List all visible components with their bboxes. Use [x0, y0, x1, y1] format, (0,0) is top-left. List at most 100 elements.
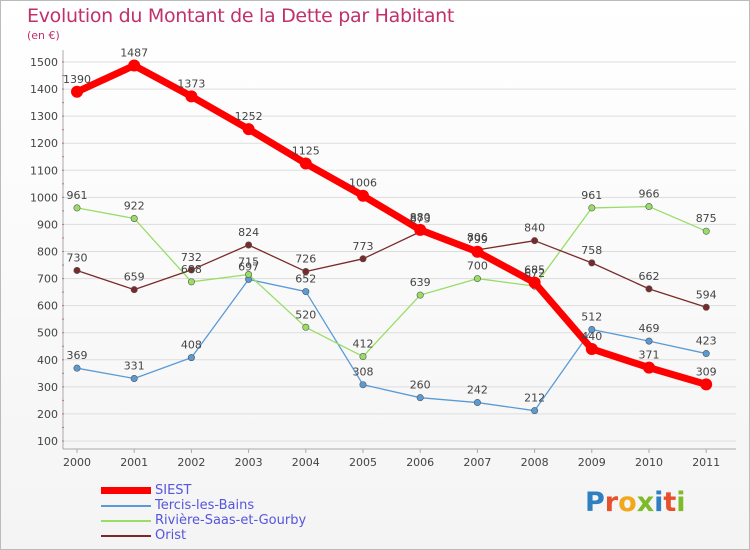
data-label: 697 [238, 260, 259, 273]
x-tick-label: 2003 [235, 456, 263, 469]
x-tick-label: 2010 [635, 456, 663, 469]
data-point [130, 286, 138, 294]
data-label: 1390 [63, 73, 91, 86]
x-tick-label: 2011 [692, 456, 720, 469]
data-label: 371 [639, 349, 660, 362]
data-label: 1487 [120, 47, 148, 60]
logo-letter: i [654, 487, 664, 518]
data-label: 773 [353, 240, 374, 253]
data-label: 308 [353, 366, 374, 379]
proxiti-logo: Proxiti [585, 487, 686, 518]
data-point [357, 189, 369, 202]
data-label: 331 [124, 359, 145, 372]
data-label: 799 [467, 233, 488, 246]
legend-label: Tercis-les-Bains [155, 498, 255, 513]
data-label: 594 [696, 288, 717, 301]
data-label: 880 [410, 211, 431, 224]
data-label: 758 [581, 244, 602, 257]
data-point [299, 157, 312, 170]
y-tick-label: 1100 [30, 164, 58, 177]
data-point [359, 255, 367, 263]
data-label: 369 [67, 349, 88, 362]
data-label: 1373 [177, 77, 205, 90]
data-label: 730 [67, 251, 88, 264]
data-label: 260 [410, 379, 431, 392]
x-tick-label: 2005 [349, 456, 377, 469]
line-chart: 100 200 300 400 500 600 700 800 900 1000 1100 1200 1… [30, 47, 736, 469]
data-point [414, 223, 427, 236]
legend-swatch [101, 487, 151, 494]
data-point [130, 214, 138, 222]
data-point [531, 407, 539, 415]
data-point [359, 381, 367, 389]
data-label: 423 [696, 335, 717, 348]
data-point [702, 227, 710, 235]
data-point [700, 378, 713, 391]
data-label: 309 [696, 365, 717, 378]
data-point [185, 90, 198, 103]
legend-swatch [101, 519, 151, 522]
logo-letter: x [636, 487, 655, 518]
x-tick-label: 2009 [578, 456, 606, 469]
data-label: 242 [467, 384, 488, 397]
unit-label: (en €) [27, 29, 60, 42]
legend-item: Rivière-Saas-et-Gourby [101, 513, 306, 528]
data-point [187, 278, 195, 286]
y-tick-label: 1200 [30, 137, 58, 150]
y-tick-label: 100 [37, 435, 58, 448]
data-label: 512 [581, 310, 602, 323]
y-tick-label: 500 [37, 327, 58, 340]
data-point [130, 374, 138, 382]
data-point [471, 245, 484, 258]
logo-letter: o [618, 487, 637, 518]
legend-item: SIEST [101, 483, 306, 498]
legend-swatch [101, 534, 151, 537]
data-point [645, 337, 653, 345]
logo-letter: i [676, 487, 686, 518]
data-point [588, 259, 596, 267]
data-point [702, 350, 710, 358]
data-point [128, 59, 141, 72]
data-label: 469 [639, 322, 660, 335]
data-point [302, 323, 310, 331]
data-label: 659 [124, 271, 145, 284]
data-point [73, 266, 81, 274]
data-label: 922 [124, 199, 145, 212]
data-label: 961 [581, 189, 602, 202]
data-label: 652 [295, 273, 316, 286]
data-label: 520 [295, 308, 316, 321]
data-point [588, 204, 596, 212]
data-label: 662 [639, 270, 660, 283]
data-point [473, 275, 481, 283]
data-point [73, 204, 81, 212]
y-tick-label: 800 [37, 246, 58, 259]
legend-label: Rivière-Saas-et-Gourby [155, 513, 307, 528]
x-tick-label: 2000 [63, 456, 91, 469]
x-tick-label: 2007 [463, 456, 491, 469]
data-point [242, 123, 255, 136]
y-tick-label: 900 [37, 218, 58, 231]
legend-label: Orist [155, 528, 187, 543]
y-tick-label: 1400 [30, 83, 58, 96]
data-point [302, 268, 310, 276]
series-line-tercis-les-bains [76, 278, 707, 412]
data-point [416, 291, 424, 299]
data-point [245, 271, 253, 279]
data-label: 688 [181, 263, 202, 276]
data-point [528, 276, 541, 289]
data-label: 685 [524, 264, 545, 277]
data-label: 700 [467, 260, 488, 273]
data-label: 966 [639, 188, 660, 201]
data-label: 840 [524, 222, 545, 235]
series-line-rivi-re-saas-et-gourby [76, 205, 707, 358]
data-point [416, 394, 424, 402]
legend-item: Tercis-les-Bains [101, 498, 306, 513]
data-point [531, 237, 539, 245]
data-label: 726 [295, 253, 316, 266]
x-tick-label: 2008 [521, 456, 549, 469]
data-point [302, 288, 310, 296]
legend-swatch [101, 504, 151, 507]
y-tick-label: 700 [37, 273, 58, 286]
data-point [643, 361, 655, 374]
